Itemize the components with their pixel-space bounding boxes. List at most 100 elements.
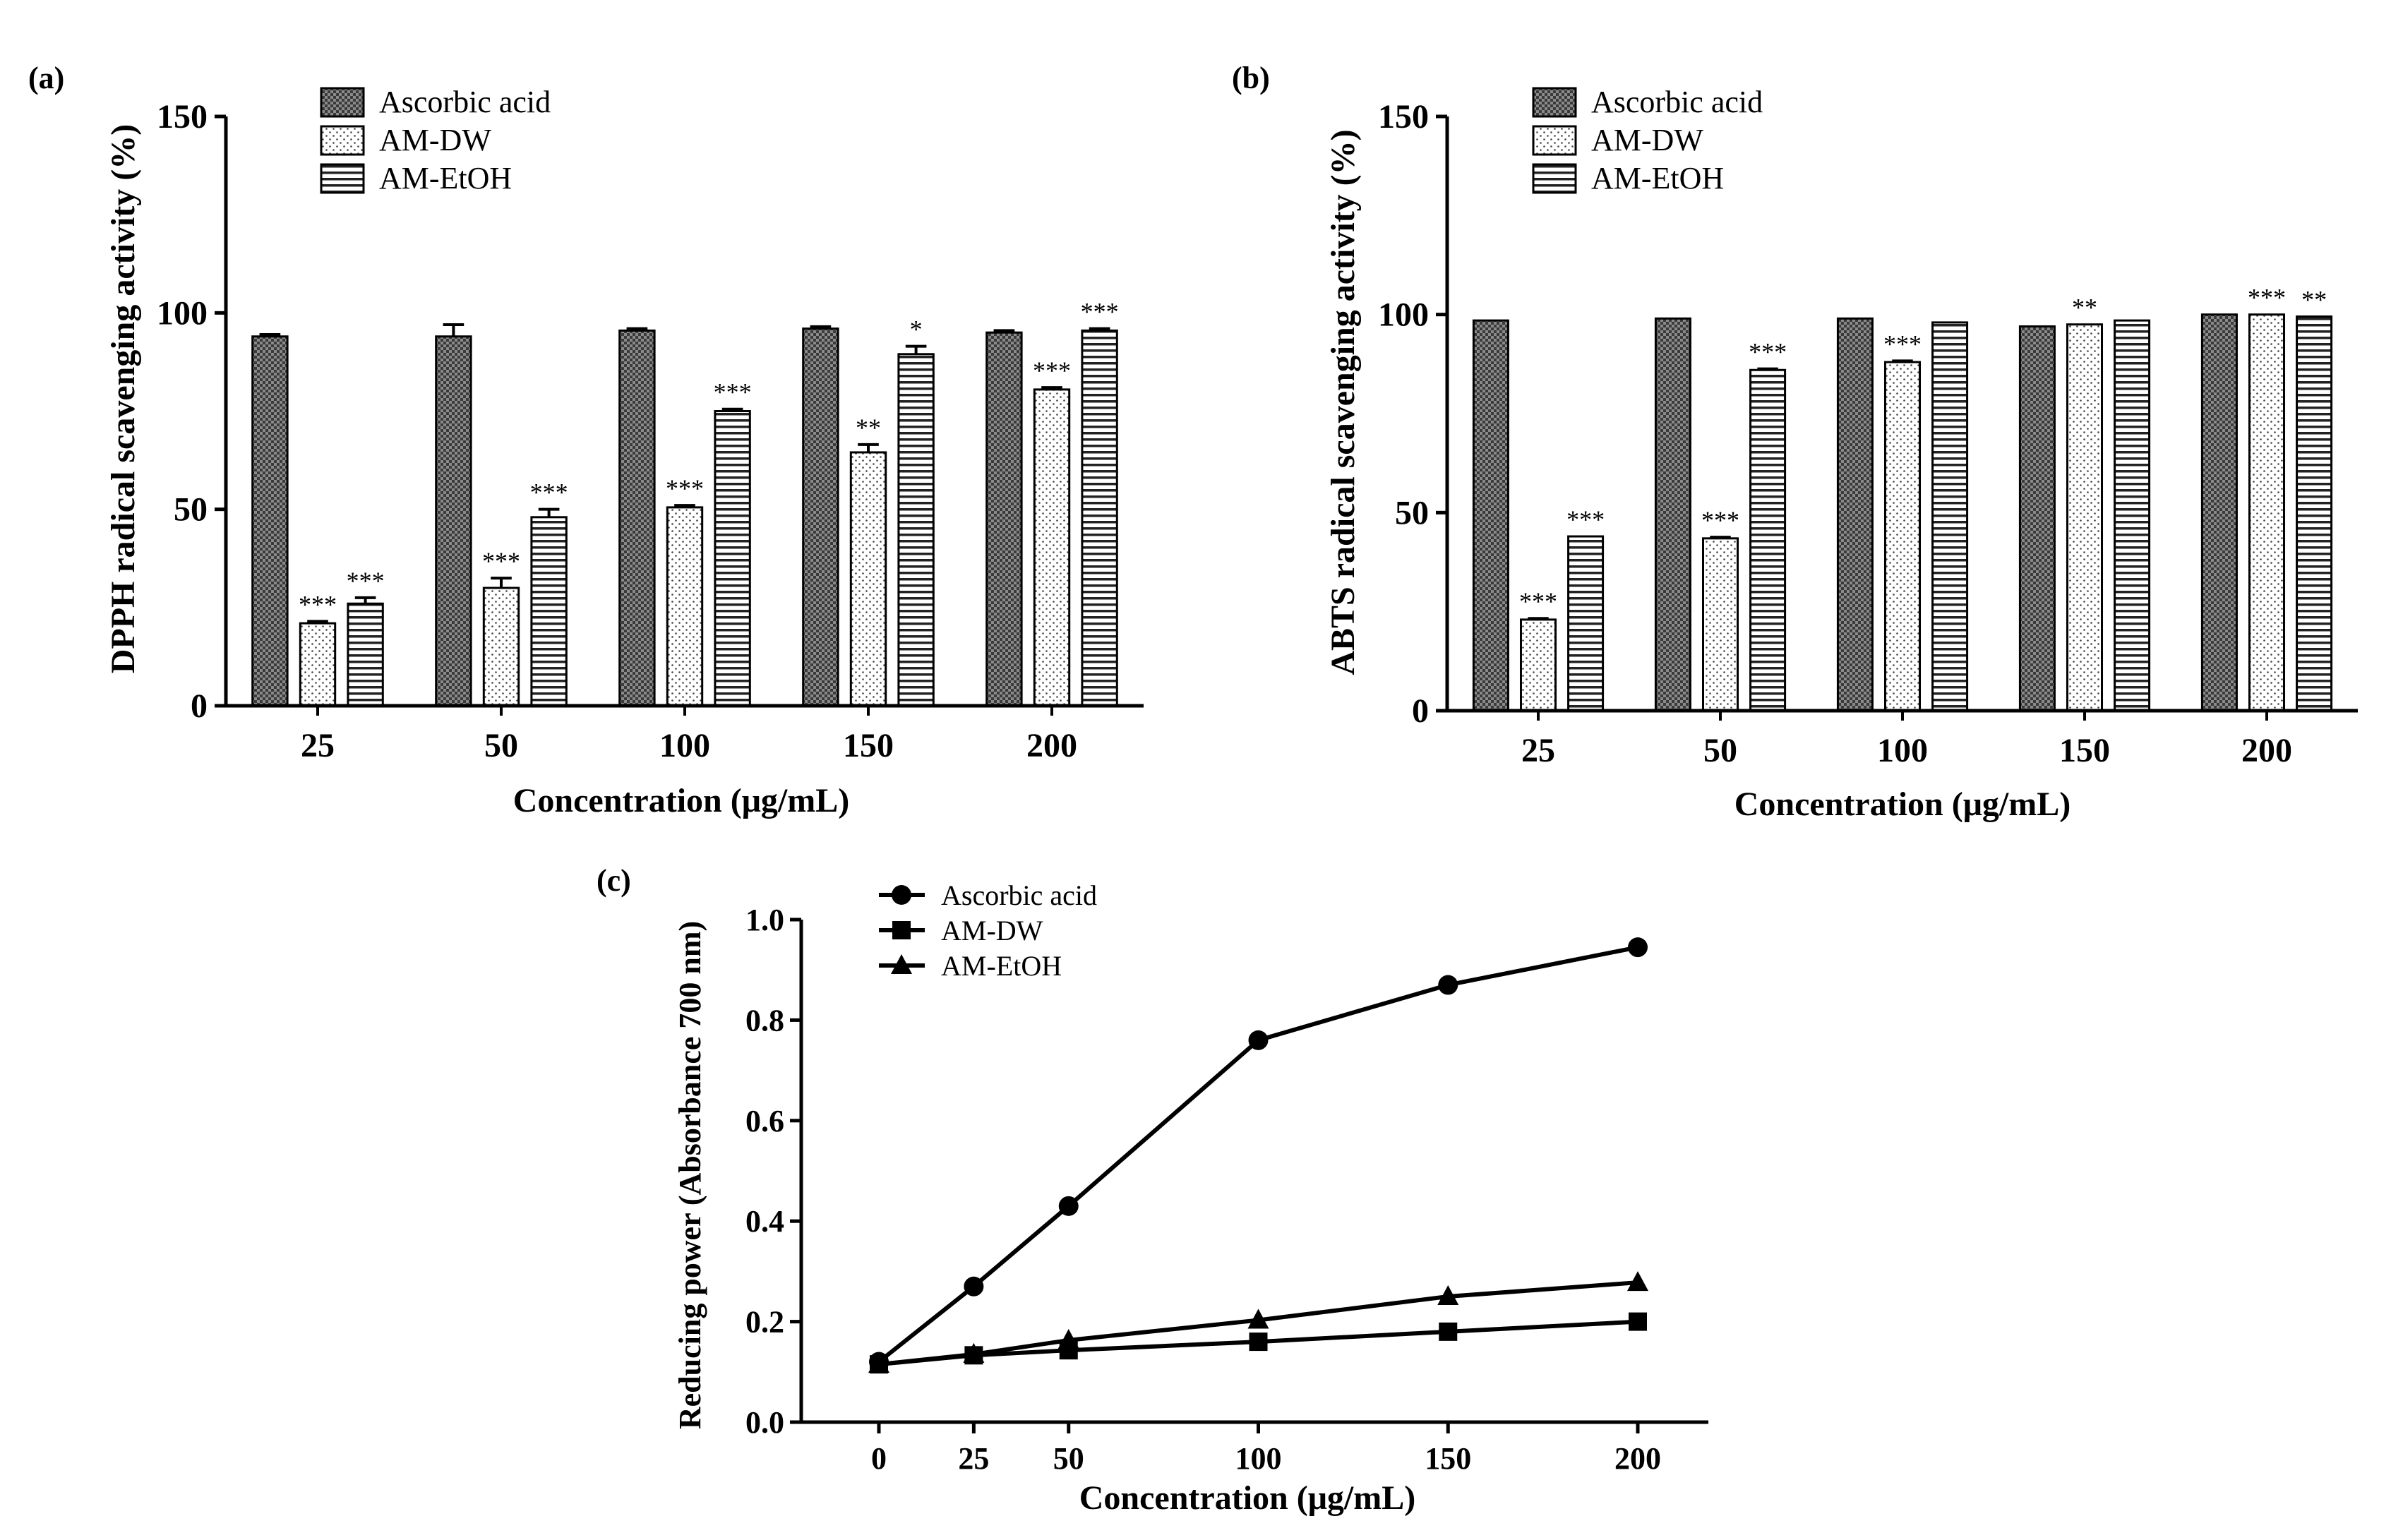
a-bar-ascorbic-acid (251, 335, 289, 707)
a-bar-am-etoh (347, 602, 384, 707)
b-bar-ascorbic-acid (2018, 325, 2056, 712)
a-significance-mark: *** (1033, 356, 1071, 385)
panel-a-axes: 0 50 100 150 25 50 100 150 200 (157, 98, 1144, 764)
panel-b-axes: 0 50 100 150 25 50 100 150 200 (1378, 98, 2358, 769)
c-series-line-ascorbic-acid (877, 945, 1638, 1364)
a-bar-am-dw (299, 622, 337, 707)
b-legend-label: Ascorbic acid (1591, 85, 1763, 119)
panel-c-axes: 0.0 0.2 0.4 0.6 0.8 1.0 0 25 50 100 150 200 (745, 903, 1708, 1476)
panel-c-legend: Ascorbic acid AM-DW AM-EtOH (879, 879, 1097, 982)
b-legend-label: AM-EtOH (1591, 161, 1724, 195)
a-bar-am-etoh (714, 410, 751, 707)
panel-a-x-axis-title: Concentration (μg/mL) (513, 782, 849, 819)
c-x-tick-label: 0 (871, 1441, 887, 1476)
b-significance-mark: *** (1519, 587, 1557, 615)
c-series-line-am-etoh (878, 1280, 1638, 1367)
a-x-tick-label: 50 (484, 727, 518, 764)
a-significance-mark: *** (666, 474, 704, 503)
c-data-point-am-dw (1629, 1312, 1647, 1331)
a-bar-am-etoh (897, 353, 935, 707)
c-data-point-ascorbic-acid (964, 1276, 984, 1297)
b-significance-mark: ** (2072, 294, 2097, 322)
panel-a-legend: Ascorbic acid AM-DW AM-EtOH (320, 85, 551, 195)
b-y-tick-label: 150 (1378, 98, 1429, 136)
b-y-tick-label: 0 (1412, 692, 1429, 730)
b-x-tick-label: 150 (2059, 732, 2110, 769)
c-data-point-ascorbic-acid (1438, 975, 1458, 995)
a-bar-am-etoh (530, 516, 568, 707)
c-data-point-am-etoh (1057, 1328, 1079, 1349)
b-bar-am-etoh (2296, 315, 2333, 712)
b-x-tick-label: 100 (1877, 732, 1928, 769)
b-x-tick-label: 50 (1703, 732, 1737, 769)
panel-c-x-axis-title: Concentration (μg/mL) (1079, 1479, 1415, 1517)
c-legend-marker (891, 954, 912, 974)
a-y-tick-label: 50 (174, 491, 208, 529)
c-x-tick-label: 150 (1425, 1441, 1471, 1476)
a-significance-mark: * (910, 315, 923, 344)
c-y-tick-label: 1.0 (745, 903, 784, 937)
b-significance-mark: *** (2248, 284, 2286, 312)
c-legend-marker (892, 921, 911, 939)
b-significance-mark: ** (2301, 285, 2327, 313)
c-y-tick-label: 0.4 (745, 1204, 784, 1239)
c-legend-label: AM-DW (941, 915, 1043, 946)
c-data-point-ascorbic-acid (1628, 937, 1648, 958)
b-y-tick-label: 100 (1378, 296, 1429, 334)
a-bar-ascorbic-acid (985, 331, 1023, 707)
b-x-tick-label: 200 (2241, 732, 2292, 769)
a-bar-am-dw (666, 506, 704, 707)
a-legend-swatch (320, 87, 365, 118)
panel-c-y-axis-title: Reducing power (Absorbance 700 nm) (673, 921, 707, 1429)
a-bar-am-dw (849, 451, 887, 707)
panel-a-bars: ************ *************** (251, 298, 1119, 707)
b-bar-am-etoh (1931, 321, 1969, 712)
a-x-tick-label: 150 (843, 727, 894, 764)
panel-b-bars: ****** ****** ***** *** ** (1472, 284, 2333, 712)
c-data-point-am-etoh (1437, 1285, 1459, 1305)
c-legend-marker (892, 885, 911, 905)
b-x-tick-label: 25 (1521, 732, 1555, 769)
c-data-point-am-etoh (963, 1342, 985, 1363)
c-data-point-am-etoh (868, 1353, 889, 1373)
panel-b-legend: Ascorbic acid AM-DW AM-EtOH (1532, 85, 1763, 195)
c-y-tick-label: 0.0 (745, 1405, 784, 1440)
b-legend-swatch (1532, 163, 1577, 194)
c-data-point-ascorbic-acid (1248, 1030, 1269, 1050)
b-legend-swatch (1532, 125, 1577, 156)
c-data-point-am-etoh (1627, 1271, 1648, 1292)
b-bar-am-dw (1883, 361, 1922, 712)
b-bar-am-etoh (1567, 535, 1605, 712)
c-y-tick-label: 0.2 (745, 1305, 784, 1340)
c-legend-label: Ascorbic acid (941, 879, 1097, 911)
a-bar-ascorbic-acid (435, 335, 472, 707)
c-data-point-am-dw (1439, 1322, 1458, 1341)
a-legend-swatch (320, 125, 365, 156)
panel-b-y-axis-title: ABTS radical scavenging activity (%) (1324, 129, 1362, 675)
c-legend-label: AM-EtOH (941, 950, 1062, 982)
a-significance-mark: *** (482, 547, 520, 575)
b-bar-ascorbic-acid (2200, 313, 2238, 712)
a-legend-swatch (320, 163, 365, 194)
c-data-point-ascorbic-acid (1058, 1196, 1079, 1216)
a-bar-ascorbic-acid (618, 329, 656, 707)
a-bar-am-dw (482, 586, 520, 707)
a-legend-label: Ascorbic acid (379, 85, 551, 119)
b-bar-am-etoh (2114, 319, 2151, 712)
c-data-point-am-etoh (1247, 1309, 1269, 1329)
b-significance-mark: *** (1566, 505, 1605, 534)
panel-c-lines (868, 937, 1648, 1374)
a-significance-mark: *** (530, 479, 568, 507)
c-x-tick-label: 25 (958, 1441, 989, 1476)
a-significance-mark: *** (1081, 298, 1119, 326)
c-data-point-am-dw (1249, 1333, 1268, 1352)
panel-c-reducing-power-chart: 0.0 0.2 0.4 0.6 0.8 1.0 0 25 50 100 150 200 Reducin… (673, 879, 1708, 1517)
b-significance-mark: *** (1749, 338, 1787, 366)
a-bar-am-etoh (1081, 329, 1118, 707)
b-legend-swatch (1532, 87, 1577, 118)
b-y-tick-label: 50 (1395, 494, 1429, 531)
a-y-tick-label: 100 (157, 294, 208, 332)
panel-label-a: (a) (28, 61, 64, 95)
